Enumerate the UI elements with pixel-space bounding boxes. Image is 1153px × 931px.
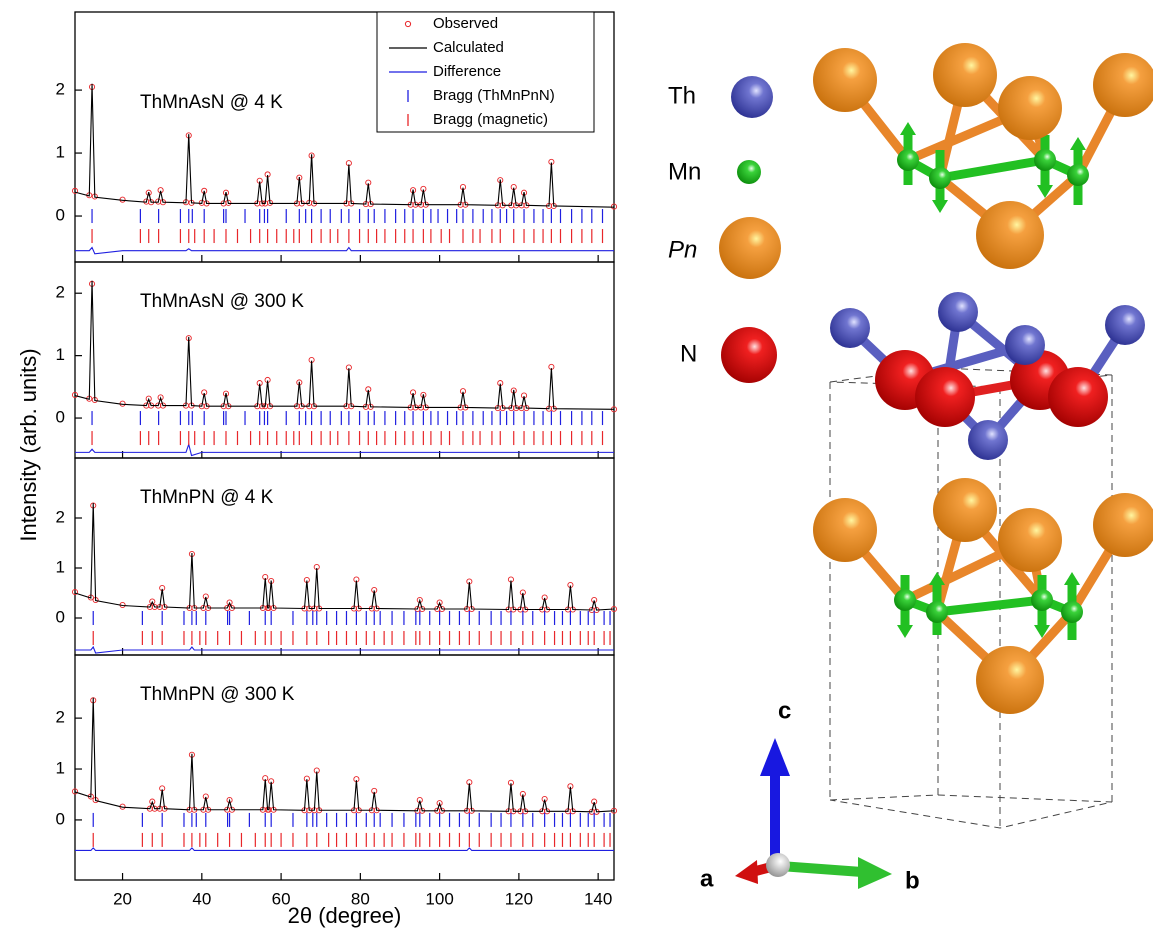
atom-mn [737, 160, 761, 184]
axis-label: c [778, 697, 791, 724]
crystal-structure [813, 43, 1153, 829]
x-tick-label: 60 [272, 889, 291, 908]
x-tick-label: 100 [425, 889, 453, 908]
legend-label: Mn [668, 158, 701, 185]
pn-atoms [813, 43, 1153, 714]
a-arrow [735, 860, 758, 884]
panel-title: ThMnAsN @ 4 K [140, 92, 283, 113]
mn-atoms [894, 149, 1089, 623]
b-axis [779, 861, 863, 877]
y-tick-label: 2 [56, 708, 65, 727]
panel: 0 1 2 ThMnAsN @ 300 K [56, 261, 618, 459]
observed-point [222, 189, 230, 196]
y-tick-label: 0 [56, 206, 65, 225]
origin [766, 853, 790, 877]
x-tick-label: 40 [192, 889, 211, 908]
legend-label: Bragg (magnetic) [433, 111, 548, 128]
x-tick-label: 80 [351, 889, 370, 908]
atom-th [731, 76, 773, 118]
y-tick-label: 0 [56, 809, 65, 828]
profile-line [75, 645, 614, 654]
b-arrow [858, 857, 892, 889]
y-tick-label: 0 [56, 607, 65, 626]
observed-point [436, 599, 443, 606]
profile-line [75, 847, 614, 852]
spin-heads [897, 122, 1086, 638]
panel: 0 1 2 ThMnPN @ 4 K [56, 457, 618, 656]
panel: 0 1 2 ThMnAsN @ 4 K Observed Calculated Differ… [56, 11, 618, 263]
x-tick-label: 140 [584, 889, 612, 908]
observed-point [149, 798, 156, 805]
y-axis-label: Intensity (arb. units) [16, 348, 41, 541]
observed-point [420, 391, 427, 399]
observed-point [145, 189, 152, 196]
profile-line [74, 83, 615, 208]
panel-title: ThMnPN @ 300 K [140, 684, 295, 705]
observed-point [145, 395, 152, 402]
legend-label: Observed [433, 15, 498, 32]
observed-point [149, 598, 156, 605]
x-tick-label: 120 [505, 889, 533, 908]
legend-label: Th [668, 82, 696, 109]
observed-point [71, 187, 79, 194]
legend-label: Difference [433, 63, 501, 80]
diffraction-panels: 0 1 2 ThMnAsN @ 4 K Observed Calculated Differ… [56, 11, 618, 928]
profile-line [74, 280, 615, 410]
panel: 0 1 2 20 40 60 80 100 120 140 2θ (degree) ThMnPN @ … [56, 654, 618, 928]
th-atoms [830, 292, 1145, 460]
legend-label: Bragg (ThMnPnN) [433, 87, 555, 104]
observed-point [436, 800, 443, 807]
axis-label: a [700, 865, 714, 892]
axes-triad: a b c [700, 697, 920, 894]
y-tick-label: 2 [56, 80, 65, 99]
profile-line [75, 246, 614, 255]
panel-title: ThMnPN @ 4 K [140, 487, 274, 508]
legend-symbol [404, 20, 412, 28]
observed-point [71, 788, 79, 795]
legend-label: N [680, 340, 697, 367]
profile-line [75, 442, 614, 457]
x-tick-label: 20 [113, 889, 132, 908]
atom-n [721, 327, 777, 383]
observed-point [610, 203, 618, 210]
c-arrow [760, 738, 790, 776]
axis-label: b [905, 867, 920, 894]
legend-label: Calculated [433, 39, 504, 56]
observed-point [225, 199, 232, 206]
profile-line [74, 697, 615, 813]
structure-legend: Th Mn Pn N [668, 76, 781, 383]
y-tick-label: 2 [56, 283, 65, 302]
profile-line [74, 502, 615, 611]
x-axis-label: 2θ (degree) [288, 903, 402, 928]
y-tick-label: 1 [56, 143, 65, 162]
legend-label: Pn [668, 236, 697, 263]
y-tick-label: 1 [56, 345, 65, 364]
observed-point [520, 189, 528, 196]
y-tick-label: 2 [56, 507, 65, 526]
observed-point [222, 390, 230, 397]
observed-point [416, 596, 423, 604]
observed-point [157, 394, 164, 401]
observed-point [226, 599, 233, 606]
y-tick-label: 1 [56, 557, 65, 576]
y-tick-label: 1 [56, 759, 65, 778]
atom-pn [719, 217, 781, 279]
observed-point [71, 588, 79, 596]
panel-title: ThMnAsN @ 300 K [140, 291, 304, 312]
y-tick-label: 0 [56, 408, 65, 427]
plot-frame [74, 654, 615, 881]
observed-point [71, 391, 79, 399]
